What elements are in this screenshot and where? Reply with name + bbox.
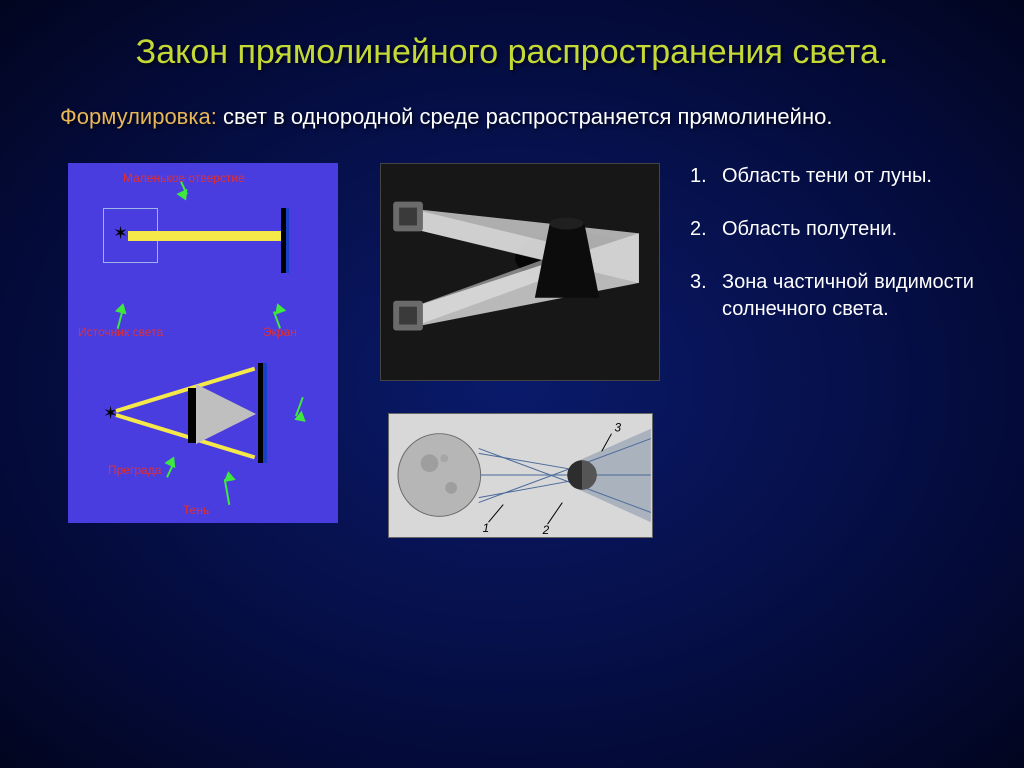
marker-3: 3 [614,421,621,435]
list-item: 1. Область тени от луны. [690,163,990,190]
law-statement: Формулировка: свет в однородной среде ра… [60,102,964,133]
label-obstacle: Преграда [108,463,161,477]
list-number: 1. [690,163,707,190]
screen-bottom [258,363,267,463]
arrow-icon [164,454,179,468]
ray-diagram-panel: Маленькое отверстие Источник света Экран… [68,163,338,523]
shadow-cone-figure [380,163,660,381]
arrow-icon [292,411,306,426]
list-item: 2. Область полутени. [690,216,990,243]
screen-top [281,208,289,273]
list-text: Область тени от луны. [722,165,932,187]
statement-body: свет в однородной среде распространяется… [223,104,833,129]
legend-list: 1. Область тени от луны. 2. Область полу… [690,163,990,349]
arrow-icon [115,302,129,315]
list-item: 3. Зона частичной видимости солнечного с… [690,269,990,323]
label-shadow: Тень [183,503,209,517]
eclipse-diagram: 1 2 3 [388,413,653,538]
statement-lead: Формулировка: [60,104,217,129]
obstacle-bar [188,388,196,443]
marker-2: 2 [542,523,550,537]
list-number: 2. [690,216,707,243]
light-beam-top [128,231,283,241]
arrow-icon [222,470,236,482]
label-light-source: Источник света [78,325,163,339]
content-area: Маленькое отверстие Источник света Экран… [0,153,1024,653]
list-text: Область полутени. [722,218,897,240]
slide-title: Закон прямолинейного распространения све… [0,0,1024,74]
list-number: 3. [690,269,707,296]
source-star-icon: ✶ [113,223,128,244]
arrow-icon [176,189,191,203]
arrow-icon [272,301,287,315]
label-small-hole: Маленькое отверстие [123,171,245,185]
list-text: Зона частичной видимости солнечного свет… [722,271,974,320]
marker-1: 1 [483,521,490,535]
arrow-line [224,479,230,505]
shadow-region [196,384,256,444]
